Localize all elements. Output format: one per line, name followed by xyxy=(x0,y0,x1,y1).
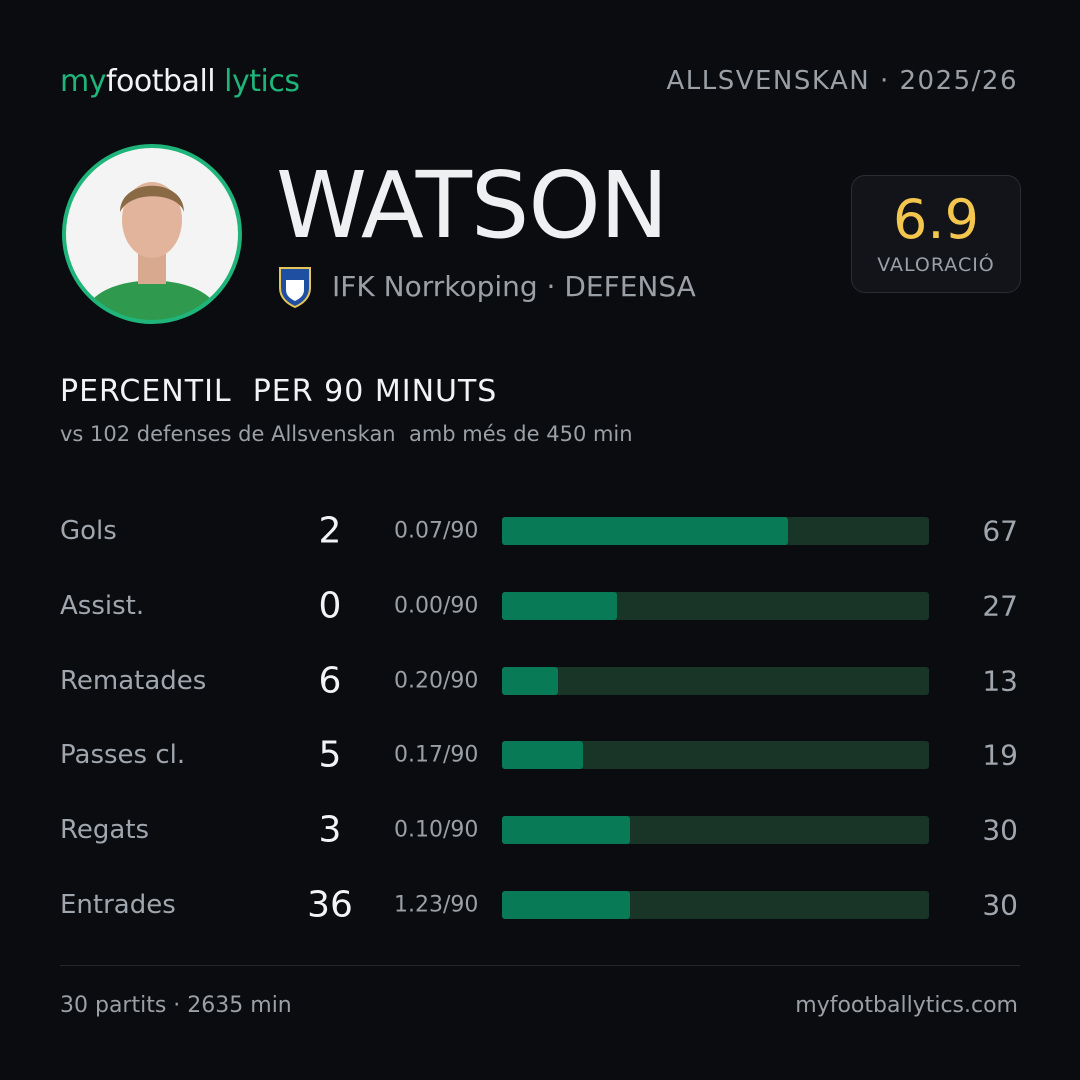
bar-track xyxy=(502,666,929,695)
percentile-bar xyxy=(502,591,618,620)
stat-percentile: 19 xyxy=(982,738,1018,772)
stat-total: 36 xyxy=(307,884,353,926)
bar-track xyxy=(502,891,929,919)
bar-track xyxy=(502,816,929,845)
stat-percentile: 13 xyxy=(982,664,1018,698)
club-badge xyxy=(279,267,311,308)
stat-label: Regats xyxy=(60,815,150,846)
stat-total: 2 xyxy=(318,510,342,552)
player-photo xyxy=(62,144,242,324)
brand-part: lytics xyxy=(224,64,300,99)
footer-site: myfootballytics.com xyxy=(795,993,1018,1018)
stat-per90: 0.07/90 xyxy=(394,518,479,544)
stat-per90: 1.23/90 xyxy=(394,892,479,918)
rating-box: 6.9 VALORACIÓ xyxy=(851,175,1021,293)
stat-label: Assist. xyxy=(60,590,145,621)
stat-percentile: 30 xyxy=(982,888,1018,922)
percentile-bar xyxy=(502,666,558,695)
bar-track xyxy=(502,517,929,545)
percentile-bar xyxy=(502,891,631,919)
section-title: PERCENTIL PER 90 MINUTS xyxy=(60,374,498,409)
brand-part: football xyxy=(105,64,216,99)
divider xyxy=(60,965,1020,966)
stat-total: 0 xyxy=(318,585,342,627)
stat-total: 5 xyxy=(318,734,342,776)
footer-info: 30 partits · 2635 min xyxy=(60,993,292,1018)
competition: ALLSVENSKAN · 2025/26 xyxy=(666,66,1018,96)
bar-track xyxy=(502,591,929,620)
stat-label: Passes cl. xyxy=(60,740,186,771)
stat-per90: 0.10/90 xyxy=(394,817,479,843)
stat-label: Rematades xyxy=(60,665,207,696)
brand: myfootball lytics xyxy=(60,64,300,99)
stat-percentile: 67 xyxy=(982,514,1018,548)
percentile-bar xyxy=(502,741,584,770)
bar-track xyxy=(502,741,929,770)
stat-label: Entrades xyxy=(60,890,176,920)
stat-per90: 0.00/90 xyxy=(394,593,479,619)
percentile-bar xyxy=(502,816,631,845)
stat-percentile: 30 xyxy=(982,813,1018,847)
stat-label: Gols xyxy=(60,516,117,546)
brand-part: my xyxy=(60,64,106,99)
stat-per90: 0.17/90 xyxy=(394,742,479,768)
player-name: WATSON xyxy=(276,152,669,259)
rating: 6.9 xyxy=(893,188,979,251)
club-position: IFK Norrkoping · DEFENSA xyxy=(332,270,696,303)
percentile-bar xyxy=(502,517,789,545)
rating-label: VALORACIÓ xyxy=(877,254,995,276)
stat-total: 6 xyxy=(318,660,342,702)
section-subtitle: vs 102 defenses de Allsvenskan amb més d… xyxy=(60,422,633,446)
stat-per90: 0.20/90 xyxy=(394,668,479,694)
stat-total: 3 xyxy=(318,809,342,851)
stat-percentile: 27 xyxy=(982,589,1018,623)
